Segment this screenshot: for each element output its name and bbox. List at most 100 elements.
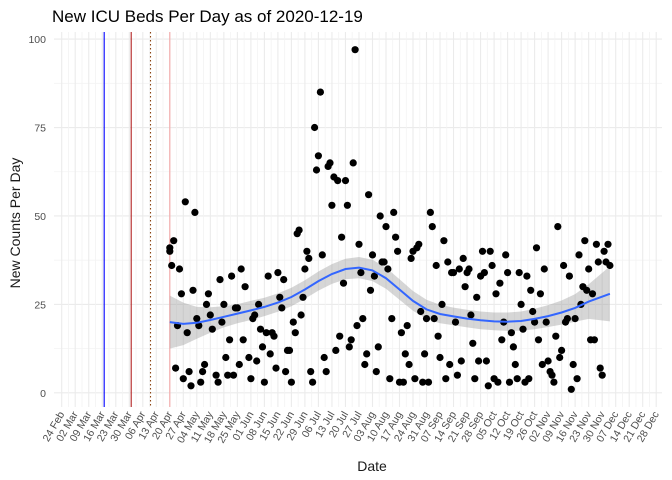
data-point xyxy=(264,272,272,280)
data-point xyxy=(536,290,545,298)
data-point xyxy=(168,261,176,270)
data-point xyxy=(596,364,604,372)
data-point xyxy=(202,300,211,308)
chart-title: New ICU Beds Per Day as of 2020-12-19 xyxy=(52,7,363,26)
data-point xyxy=(403,322,411,330)
data-point xyxy=(195,322,203,330)
data-point xyxy=(311,123,319,132)
data-point xyxy=(538,360,546,369)
data-point xyxy=(424,378,433,386)
data-point xyxy=(567,385,575,393)
data-point xyxy=(558,346,566,354)
data-point xyxy=(529,307,537,316)
data-point xyxy=(440,237,448,245)
data-point xyxy=(229,371,238,379)
data-point xyxy=(600,247,608,255)
data-point xyxy=(417,307,425,316)
data-point xyxy=(461,283,469,291)
data-point xyxy=(256,325,265,333)
data-point xyxy=(504,269,512,277)
data-point xyxy=(280,276,288,284)
data-point xyxy=(575,251,583,259)
data-point xyxy=(226,336,234,344)
data-point xyxy=(363,350,371,358)
data-point xyxy=(594,258,602,266)
data-point xyxy=(214,378,222,386)
data-point xyxy=(185,368,193,376)
data-point xyxy=(598,371,606,379)
data-point xyxy=(357,269,365,277)
data-point xyxy=(604,240,612,248)
data-point xyxy=(197,378,205,386)
data-point xyxy=(258,343,267,351)
data-point xyxy=(303,247,311,255)
data-point xyxy=(307,368,315,376)
data-point xyxy=(274,269,282,277)
data-point xyxy=(305,254,313,262)
data-point xyxy=(444,258,452,266)
data-point xyxy=(571,315,579,323)
data-point xyxy=(548,371,556,379)
data-point xyxy=(588,290,597,298)
data-point xyxy=(507,329,515,337)
data-point xyxy=(411,375,419,383)
data-point xyxy=(347,336,355,344)
data-point xyxy=(573,375,581,383)
data-point xyxy=(455,265,463,273)
data-point xyxy=(328,201,336,209)
data-point xyxy=(216,276,224,284)
data-point xyxy=(235,360,243,369)
data-point xyxy=(473,293,481,301)
data-point xyxy=(349,159,357,167)
data-point xyxy=(368,251,377,259)
data-point xyxy=(419,378,427,386)
data-point xyxy=(359,315,367,323)
data-point xyxy=(253,357,261,365)
data-point xyxy=(297,311,305,319)
data-point xyxy=(531,318,539,326)
data-points xyxy=(166,46,614,393)
data-point xyxy=(175,265,184,273)
data-point xyxy=(590,336,599,344)
data-point xyxy=(486,247,494,255)
data-point xyxy=(560,261,568,270)
data-point xyxy=(509,343,517,351)
data-point xyxy=(241,283,249,291)
data-point xyxy=(218,318,226,326)
data-point xyxy=(220,300,228,308)
data-point xyxy=(532,244,541,252)
data-point xyxy=(282,368,290,376)
data-point xyxy=(563,315,572,323)
data-point xyxy=(465,265,473,273)
data-point xyxy=(565,272,574,280)
data-point xyxy=(320,353,328,362)
y-axis-label: New Counts Per Day xyxy=(7,158,23,289)
data-point xyxy=(201,360,209,369)
data-point xyxy=(484,382,492,390)
data-point xyxy=(191,208,199,216)
data-point xyxy=(336,332,344,340)
data-point xyxy=(540,265,548,273)
data-point xyxy=(502,251,510,259)
data-point xyxy=(390,208,398,216)
data-point xyxy=(478,247,487,255)
data-point xyxy=(376,212,384,220)
data-point xyxy=(496,279,504,287)
data-point xyxy=(581,237,589,245)
data-point xyxy=(407,254,415,262)
data-point xyxy=(270,332,278,340)
data-point xyxy=(480,269,488,277)
data-point xyxy=(469,339,477,347)
data-point xyxy=(432,261,440,270)
data-point xyxy=(492,290,500,298)
data-point xyxy=(233,304,241,312)
data-point xyxy=(438,300,446,308)
data-point xyxy=(467,311,475,319)
x-axis-label: Date xyxy=(357,458,387,474)
data-point xyxy=(428,223,436,231)
data-point xyxy=(181,198,189,206)
data-point xyxy=(295,226,303,234)
data-point xyxy=(372,368,380,376)
